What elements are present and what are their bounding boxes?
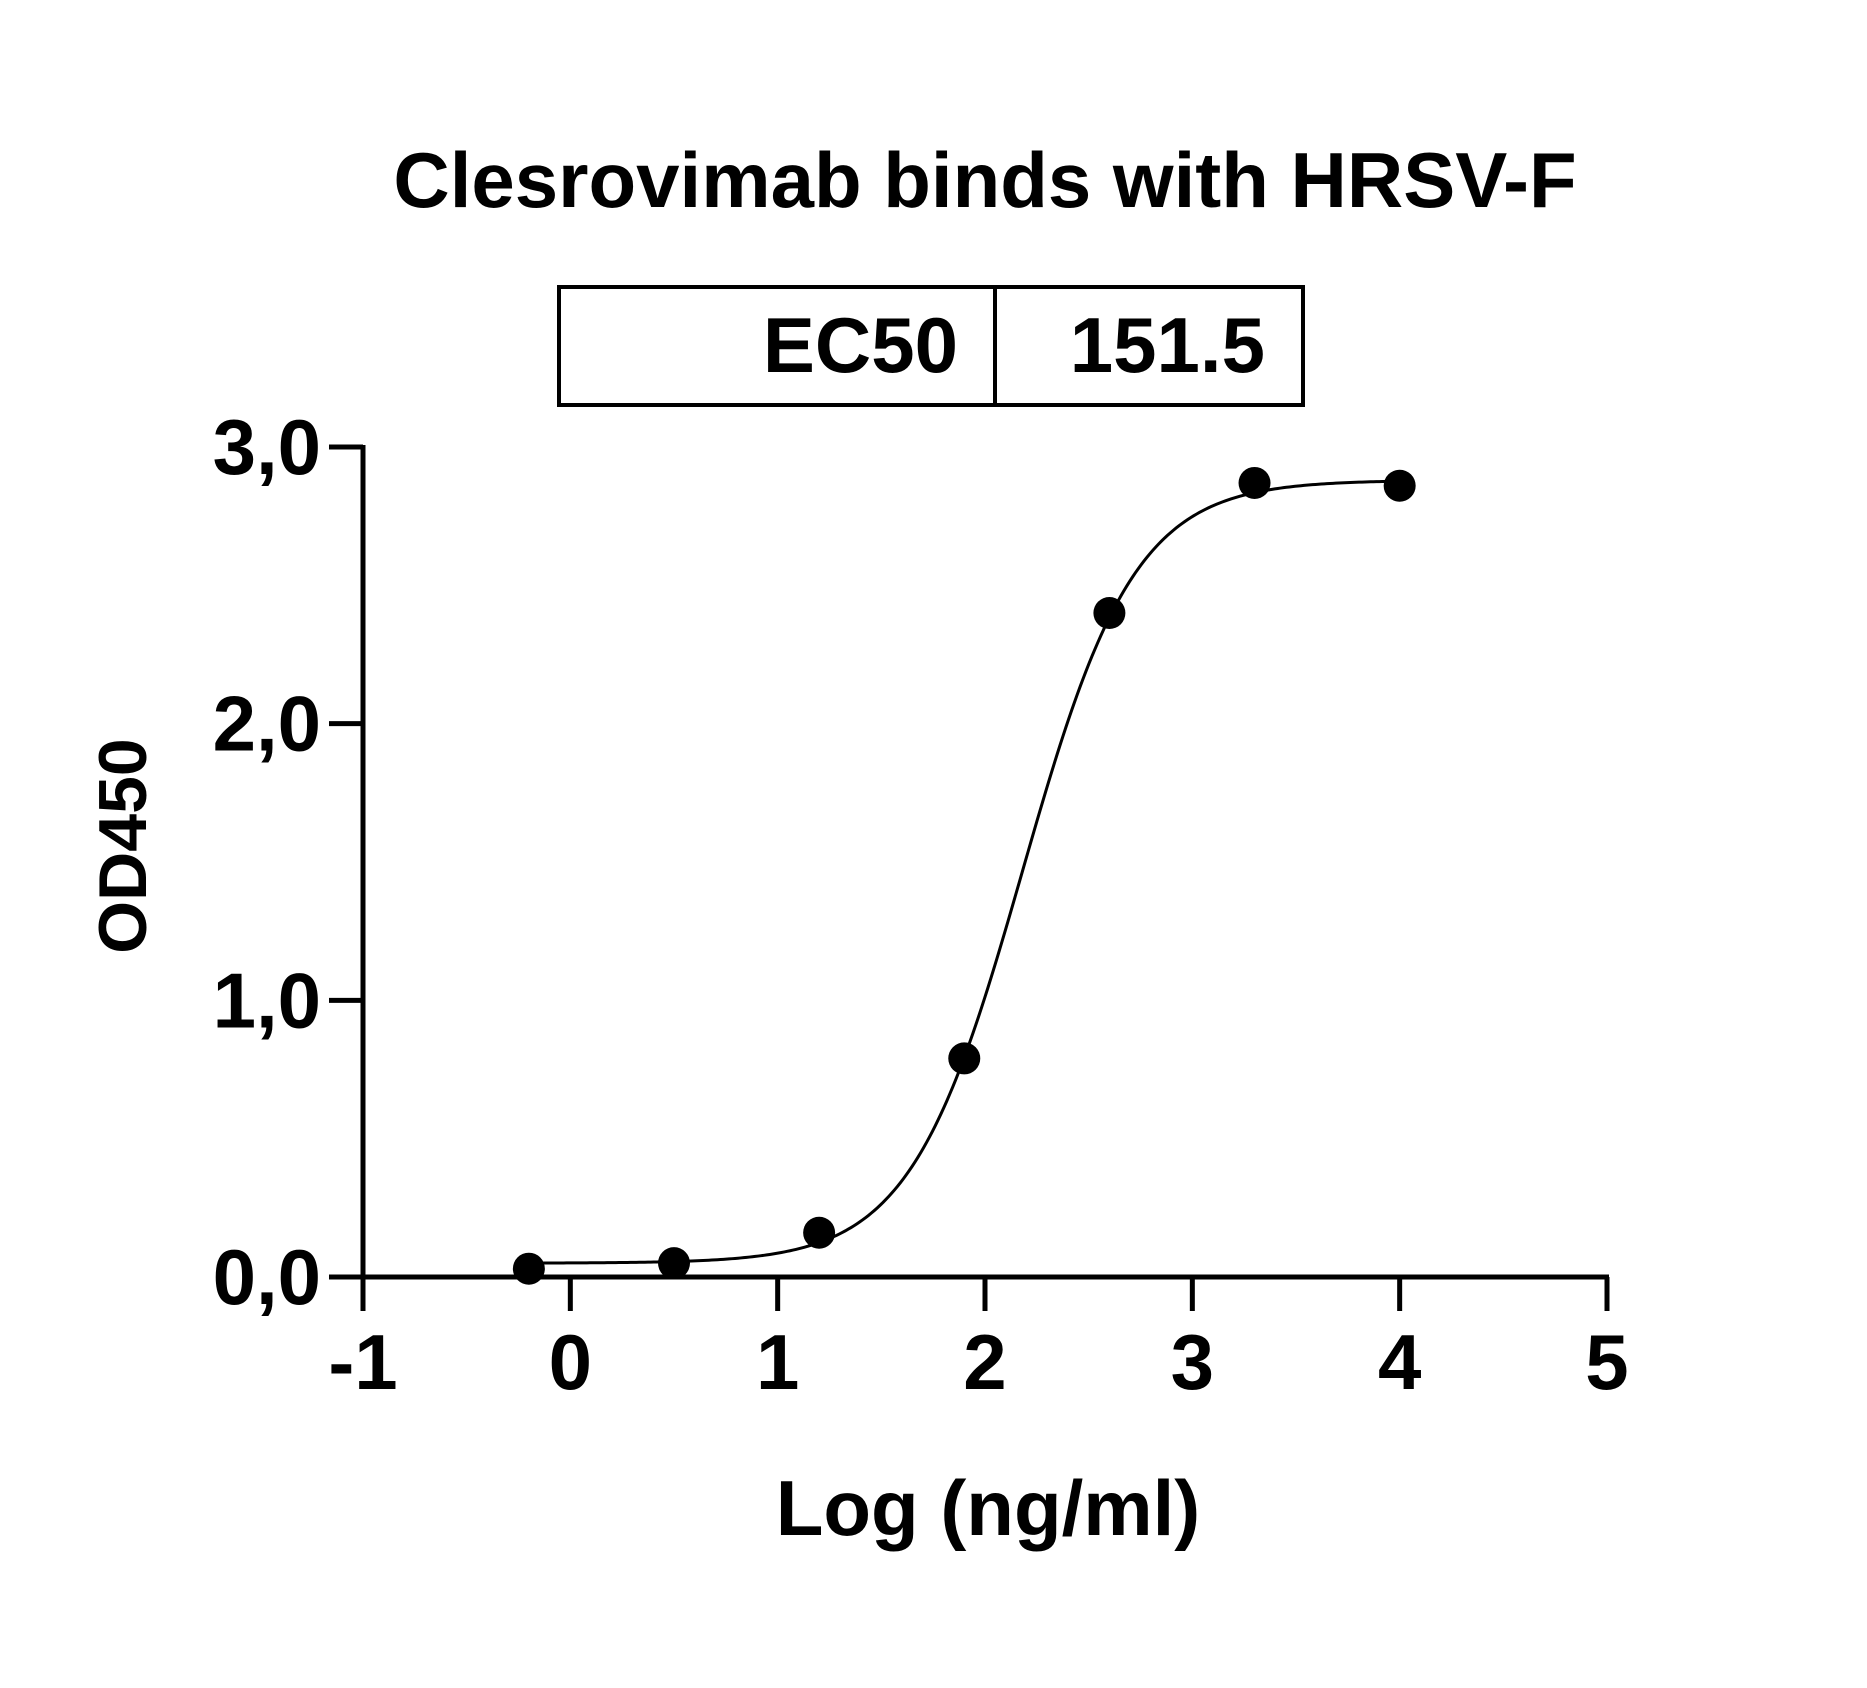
ec50-label: EC50 bbox=[763, 301, 958, 389]
x-tick-label: 1 bbox=[756, 1318, 799, 1406]
x-tick-label: -1 bbox=[328, 1318, 397, 1406]
data-point bbox=[1238, 466, 1271, 499]
x-tick-label: 4 bbox=[1378, 1318, 1421, 1406]
data-point bbox=[1093, 597, 1126, 629]
data-point bbox=[658, 1247, 690, 1280]
ec50-table-border bbox=[557, 285, 1305, 407]
ec50-value: 151.5 bbox=[1070, 301, 1265, 389]
fit-curve-layer bbox=[528, 479, 1400, 1265]
y-tick-label: 3,0 bbox=[213, 403, 321, 491]
data-point bbox=[948, 1042, 981, 1075]
x-tick-label: 0 bbox=[549, 1318, 592, 1406]
data-point bbox=[803, 1216, 836, 1249]
y-tick-label: 2,0 bbox=[213, 680, 321, 768]
data-point bbox=[512, 1252, 545, 1285]
y-axis-label: OD450 bbox=[85, 738, 161, 953]
y-tick-label: 0,0 bbox=[213, 1233, 321, 1321]
axes: 0,0 1,0 2,0 3,0 -1 0 1 2 3 4 5 bbox=[213, 403, 1629, 1406]
data-point bbox=[1383, 469, 1416, 502]
data-points bbox=[512, 466, 1416, 1285]
x-tick-label: 2 bbox=[963, 1318, 1006, 1406]
y-tick-label: 1,0 bbox=[213, 956, 321, 1044]
x-axis-label: Log (ng/ml) bbox=[776, 1464, 1201, 1552]
ec50-table: EC50 151.5 bbox=[557, 285, 1305, 407]
fit-curve bbox=[528, 479, 1400, 1265]
x-tick-label: 5 bbox=[1585, 1318, 1628, 1406]
x-tick-label: 3 bbox=[1171, 1318, 1214, 1406]
chart-title: Clesrovimab binds with HRSV-F bbox=[393, 136, 1576, 224]
